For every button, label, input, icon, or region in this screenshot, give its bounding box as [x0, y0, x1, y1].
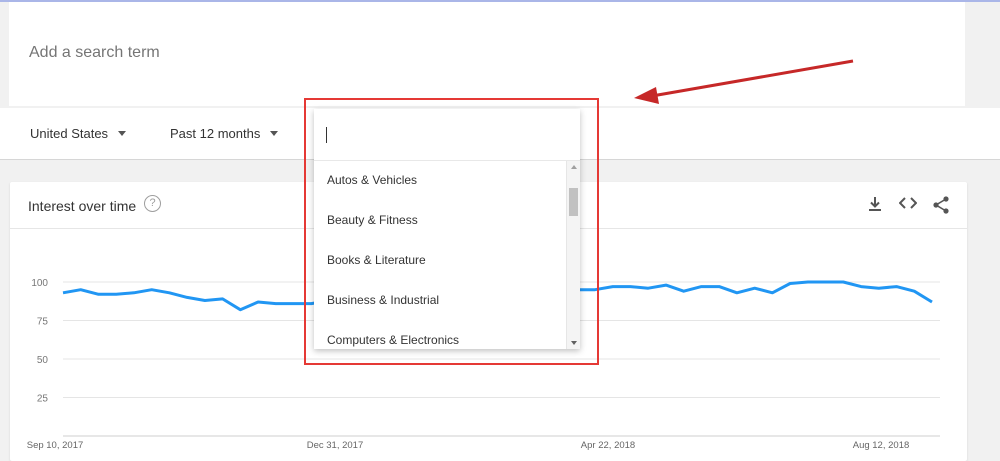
category-list: Autos & Vehicles Beauty & Fitness Books … [314, 161, 566, 349]
time-period-filter[interactable]: Past 12 months [170, 126, 279, 141]
search-term-input[interactable] [29, 44, 429, 62]
caret-down-icon [118, 131, 127, 136]
x-tick-label: Aug 12, 2018 [853, 440, 910, 451]
scrollbar-thumb[interactable] [569, 188, 578, 216]
y-tick-label: 75 [37, 317, 49, 328]
scroll-down-arrow-icon[interactable] [571, 341, 577, 345]
search-term-panel [9, 2, 965, 106]
embed-code-icon[interactable] [898, 196, 918, 216]
x-tick-label: Dec 31, 2017 [307, 440, 364, 451]
top-accent-line [0, 0, 1000, 2]
category-option[interactable]: Beauty & Fitness [327, 213, 418, 227]
scroll-up-arrow-icon[interactable] [571, 165, 577, 169]
y-tick-label: 50 [37, 355, 49, 366]
category-option[interactable]: Computers & Electronics [327, 333, 460, 347]
x-tick-label: Apr 22, 2018 [581, 440, 635, 451]
card-title: Interest over time [28, 198, 137, 214]
region-filter[interactable]: United States [30, 126, 127, 141]
category-search-input[interactable] [324, 123, 554, 147]
category-option[interactable]: Business & Industrial [327, 293, 440, 307]
category-search-box [314, 109, 580, 161]
time-period-filter-label: Past 12 months [170, 126, 261, 141]
y-tick-label: 100 [31, 278, 48, 289]
text-cursor [326, 127, 327, 143]
region-filter-label: United States [30, 126, 109, 141]
x-tick-label: Sep 10, 2017 [27, 440, 84, 451]
share-icon[interactable] [931, 196, 951, 216]
download-icon[interactable] [865, 196, 885, 216]
question-circle-icon[interactable]: ? [144, 195, 161, 212]
category-list-scrollbar[interactable] [566, 161, 580, 349]
caret-down-icon [270, 131, 279, 136]
category-dropdown: Autos & Vehicles Beauty & Fitness Books … [314, 109, 580, 349]
category-option[interactable]: Books & Literature [327, 253, 426, 267]
y-tick-label: 25 [37, 394, 49, 405]
category-option[interactable]: Autos & Vehicles [327, 173, 418, 187]
